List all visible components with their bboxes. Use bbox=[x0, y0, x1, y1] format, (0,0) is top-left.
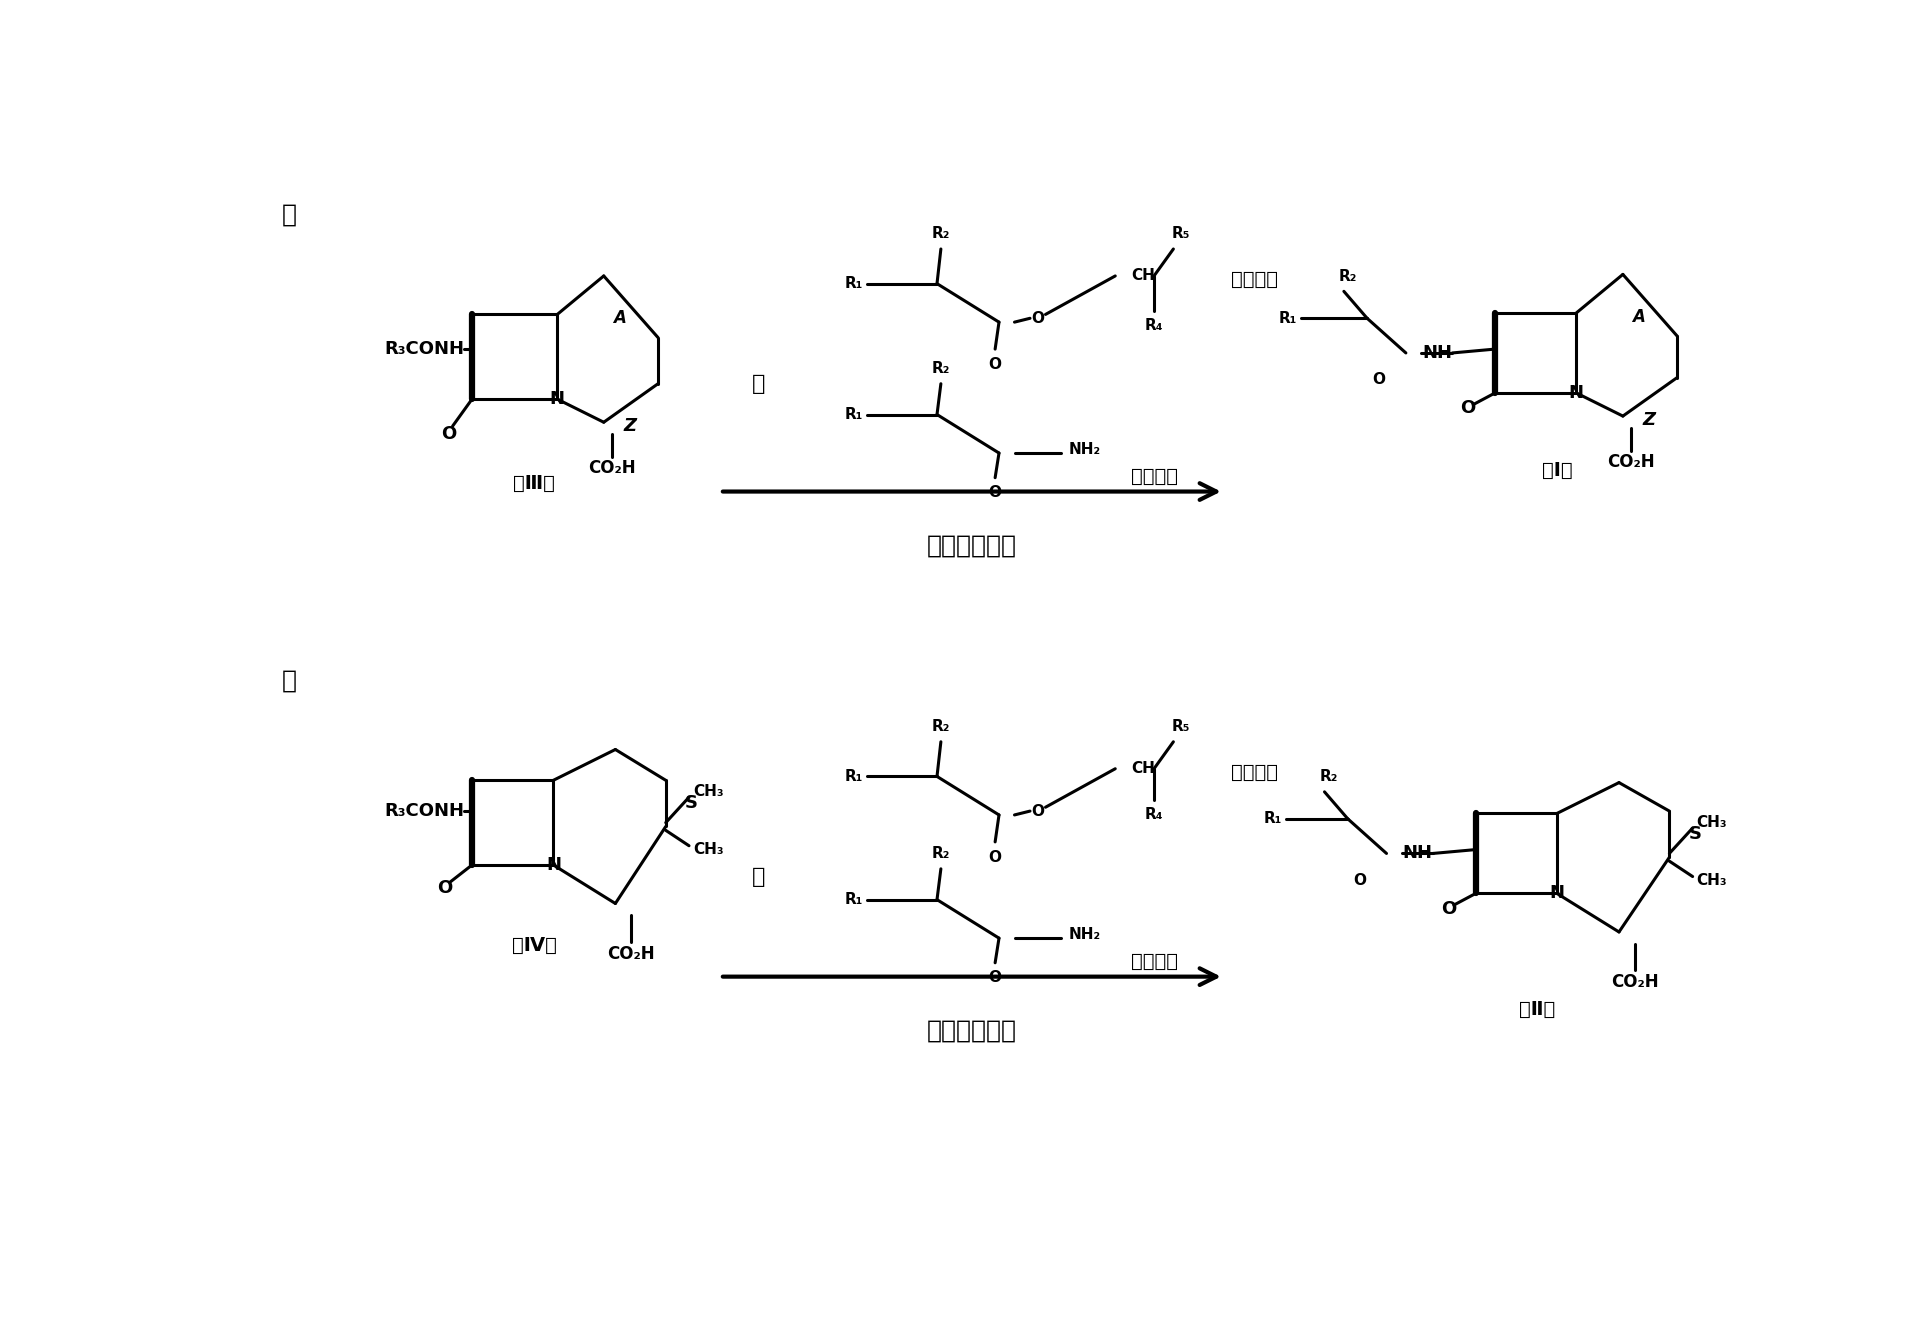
Text: S: S bbox=[686, 794, 697, 813]
Text: NH: NH bbox=[1403, 845, 1433, 862]
Text: O: O bbox=[989, 485, 1002, 500]
Text: R₁: R₁ bbox=[845, 277, 864, 291]
Text: 或: 或 bbox=[753, 374, 764, 393]
Text: 或: 或 bbox=[282, 668, 297, 693]
Text: 青霉素酰化酶: 青霉素酰化酶 bbox=[927, 533, 1017, 558]
Text: O: O bbox=[1031, 310, 1044, 326]
Text: S: S bbox=[1688, 825, 1701, 844]
Text: O: O bbox=[1441, 900, 1456, 919]
Text: R₁: R₁ bbox=[1280, 310, 1297, 326]
Text: （ＶＢ）: （ＶＢ） bbox=[1130, 467, 1178, 485]
Text: O: O bbox=[1372, 372, 1385, 388]
Text: （ＶＢ）: （ＶＢ） bbox=[1130, 952, 1178, 971]
Text: R₃CONH: R₃CONH bbox=[385, 340, 464, 358]
Text: R₁: R₁ bbox=[845, 769, 864, 783]
Text: O: O bbox=[437, 880, 452, 897]
Text: R₁: R₁ bbox=[845, 892, 864, 906]
Text: R₁: R₁ bbox=[1263, 812, 1282, 826]
Text: N: N bbox=[546, 856, 561, 874]
Text: R₂: R₂ bbox=[931, 226, 950, 241]
Text: O: O bbox=[989, 971, 1002, 985]
Text: N: N bbox=[550, 390, 565, 408]
Text: CH: CH bbox=[1130, 269, 1155, 283]
Text: R₂: R₂ bbox=[931, 846, 950, 861]
Text: 或: 或 bbox=[753, 866, 764, 886]
Text: CH: CH bbox=[1130, 761, 1155, 777]
Text: R₂: R₂ bbox=[1320, 769, 1337, 783]
Text: O: O bbox=[1031, 804, 1044, 818]
Text: O: O bbox=[1460, 400, 1475, 417]
Text: CO₂H: CO₂H bbox=[607, 944, 655, 963]
Text: （Ⅰ）: （Ⅰ） bbox=[1542, 460, 1573, 480]
Text: N: N bbox=[1569, 384, 1585, 402]
Text: A: A bbox=[1632, 308, 1644, 326]
Text: O: O bbox=[1353, 873, 1366, 888]
Text: CH₃: CH₃ bbox=[694, 842, 724, 857]
Text: （ＶＡ）: （ＶＡ） bbox=[1232, 763, 1278, 782]
Text: R₂: R₂ bbox=[931, 361, 950, 376]
Text: O: O bbox=[989, 357, 1002, 372]
Text: O: O bbox=[989, 849, 1002, 865]
Text: R₁: R₁ bbox=[845, 406, 864, 422]
Text: R₄: R₄ bbox=[1144, 318, 1163, 333]
Text: CO₂H: CO₂H bbox=[588, 460, 636, 477]
Text: R₃CONH: R₃CONH bbox=[385, 802, 464, 820]
Text: R₅: R₅ bbox=[1173, 719, 1190, 734]
Text: R₂: R₂ bbox=[1339, 269, 1357, 283]
Text: O: O bbox=[441, 425, 456, 443]
Text: Z: Z bbox=[1642, 410, 1655, 429]
Text: CH₃: CH₃ bbox=[694, 785, 724, 800]
Text: N: N bbox=[1550, 885, 1565, 902]
Text: NH₂: NH₂ bbox=[1069, 927, 1102, 941]
Text: 青霉素酰化酶: 青霉素酰化酶 bbox=[927, 1019, 1017, 1043]
Text: CO₂H: CO₂H bbox=[1608, 453, 1654, 471]
Text: 即: 即 bbox=[282, 203, 297, 227]
Text: CH₃: CH₃ bbox=[1696, 816, 1726, 830]
Text: CH₃: CH₃ bbox=[1696, 873, 1726, 888]
Text: CO₂H: CO₂H bbox=[1611, 973, 1659, 991]
Text: R₂: R₂ bbox=[931, 719, 950, 734]
Text: NH₂: NH₂ bbox=[1069, 441, 1102, 457]
Text: R₅: R₅ bbox=[1173, 226, 1190, 241]
Text: （Ⅳ）: （Ⅳ） bbox=[512, 936, 556, 956]
Text: A: A bbox=[613, 309, 627, 328]
Text: R₄: R₄ bbox=[1144, 808, 1163, 822]
Text: （ＶＡ）: （ＶＡ） bbox=[1232, 270, 1278, 289]
Text: （Ⅲ）: （Ⅲ） bbox=[513, 475, 556, 493]
Text: Z: Z bbox=[623, 417, 636, 435]
Text: （Ⅱ）: （Ⅱ） bbox=[1519, 1000, 1556, 1019]
Text: NH: NH bbox=[1422, 344, 1452, 362]
